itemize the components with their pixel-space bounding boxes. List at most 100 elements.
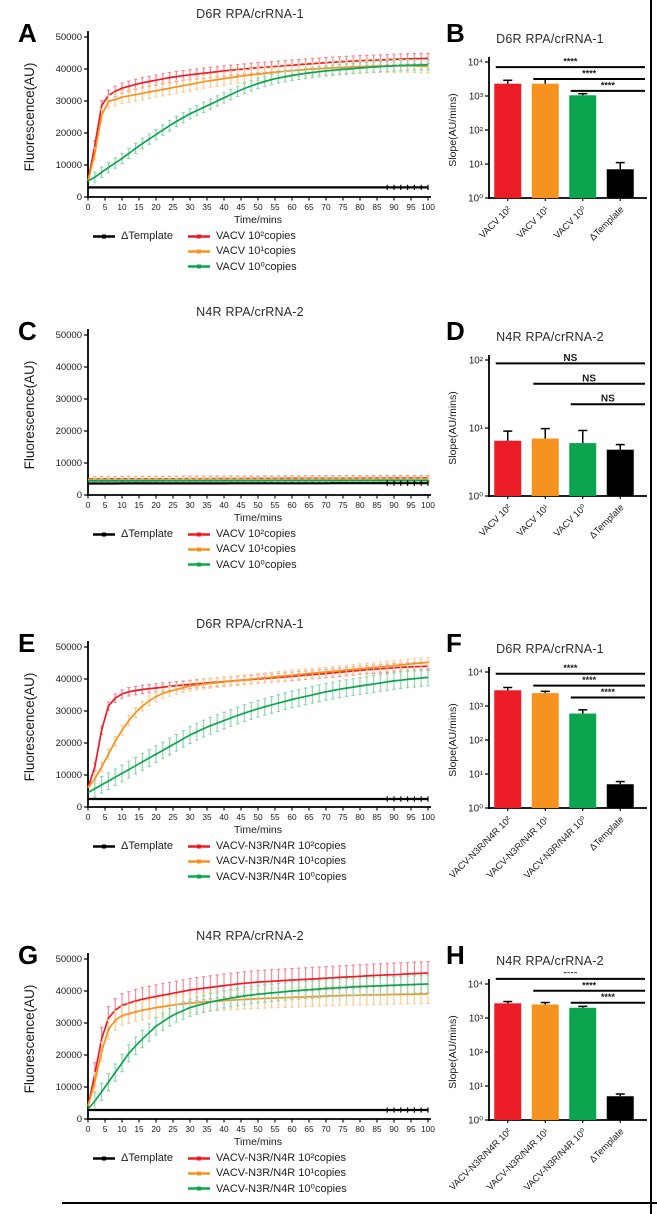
svg-text:20000: 20000	[56, 426, 82, 437]
svg-text:15: 15	[134, 500, 144, 510]
legend-column-1: ΔTemplate	[92, 230, 173, 273]
panel-letter-G: G	[18, 940, 39, 970]
legend-item: ΔTemplate	[92, 840, 173, 852]
svg-text:30000: 30000	[56, 706, 82, 717]
legend-item: VACV 10⁰copies	[187, 558, 297, 571]
svg-text:55: 55	[270, 812, 280, 822]
category-label: ΔTemplate	[588, 814, 626, 852]
svg-text:45: 45	[236, 1124, 246, 1134]
bar-chart-svg: 10⁰ 10¹ 10² Slope(AU/mins) VACV 10² VACV 10¹ V…	[447, 353, 647, 540]
legend-item: VACV-N3R/N4R 10⁰copies	[187, 870, 347, 883]
legend-item: VACV-N3R/N4R 10¹copies	[187, 1167, 347, 1179]
error-bars	[93, 960, 430, 1087]
legend-item: VACV 10⁰copies	[187, 260, 297, 273]
svg-text:45: 45	[236, 202, 246, 212]
chart-title-D: N4R RPA/crRNA-2	[496, 330, 604, 344]
bar	[606, 449, 634, 496]
legend-label: VACV-N3R/N4R 10²copies	[215, 1152, 346, 1164]
legend-swatch-orange	[187, 249, 210, 253]
svg-text:0: 0	[77, 1114, 82, 1125]
svg-text:85: 85	[372, 202, 382, 212]
legend-swatch-green	[187, 264, 210, 269]
svg-text:90: 90	[389, 1124, 399, 1134]
bar	[569, 443, 597, 496]
legend-swatch-black	[93, 532, 115, 536]
legend-column-2: VACV-N3R/N4R 10²copies VACV-N3R/N4R 10¹co…	[187, 1152, 347, 1195]
line-chart-svg: 0 10000 20000 30000 40000 50000 0 5 10 15 20 25 30 35…	[22, 953, 435, 1148]
bar	[606, 1096, 634, 1120]
category-label: VACV-N3R/N4R 10⁰	[522, 814, 588, 880]
legend-column-1: ΔTemplate	[92, 528, 173, 571]
svg-text:0: 0	[86, 1124, 91, 1134]
svg-text:50: 50	[253, 1124, 263, 1134]
svg-text:10³: 10³	[469, 1013, 484, 1024]
legend-item: ΔTemplate	[92, 230, 173, 242]
bar	[569, 1007, 597, 1120]
svg-text:80: 80	[355, 1124, 365, 1134]
panel-E: E D6R RPA/crRNA-1 0 10000 20000 30000 40000 5…	[0, 614, 440, 910]
legend-label: VACV 10⁰copies	[215, 261, 297, 273]
svg-text:0: 0	[86, 500, 91, 510]
legend-swatch-red	[187, 234, 210, 238]
legend-swatch-orange	[187, 547, 210, 551]
series-line	[87, 993, 429, 1107]
panel-letter-E: E	[18, 628, 36, 658]
svg-text:20: 20	[151, 202, 161, 212]
category-label: ΔTemplate	[588, 1126, 626, 1164]
svg-text:95: 95	[406, 812, 416, 822]
svg-text:0: 0	[77, 802, 82, 813]
series-line	[87, 676, 429, 794]
legend-item: VACV-N3R/N4R 10¹copies	[187, 855, 347, 867]
y-axis-label: Fluorescence(AU)	[22, 63, 37, 172]
svg-text:65: 65	[304, 1124, 314, 1134]
significance-label: ****	[582, 69, 597, 79]
svg-text:30000: 30000	[56, 394, 82, 405]
bar	[569, 713, 597, 808]
legend-label: VACV 10⁰copies	[215, 559, 297, 571]
svg-text:65: 65	[304, 812, 314, 822]
svg-text:35: 35	[202, 1124, 212, 1134]
end-marks	[386, 1107, 429, 1113]
category-label: VACV 10²	[477, 502, 513, 538]
panel-letter-F: F	[446, 628, 462, 658]
svg-text:75: 75	[338, 812, 348, 822]
svg-text:40: 40	[219, 1124, 229, 1134]
svg-text:100: 100	[421, 1124, 435, 1134]
bar	[494, 690, 522, 808]
svg-text:20: 20	[151, 1124, 161, 1134]
svg-text:25: 25	[168, 500, 178, 510]
end-marks	[386, 796, 429, 802]
svg-text:10: 10	[117, 1124, 127, 1134]
svg-text:35: 35	[202, 500, 212, 510]
legend-item: VACV-N3R/N4R 10²copies	[187, 1152, 347, 1164]
bar	[531, 693, 559, 808]
bar-chart-H: 10⁰ 10¹ 10² 10³ 10⁴ Slope(AU/mins) VACV-N3R/N4…	[443, 968, 657, 1214]
svg-text:85: 85	[372, 500, 382, 510]
y-axis-label: Fluorescence(AU)	[22, 985, 37, 1094]
svg-text:30: 30	[185, 202, 195, 212]
svg-text:90: 90	[389, 812, 399, 822]
legend-label: VACV-N3R/N4R 10¹copies	[215, 855, 346, 867]
significance-label: ****	[601, 687, 616, 697]
bar	[531, 438, 559, 496]
chart-title-G: N4R RPA/crRNA-2	[196, 929, 304, 943]
chart-title-H: N4R RPA/crRNA-2	[496, 954, 604, 968]
svg-text:80: 80	[355, 500, 365, 510]
category-label: ΔTemplate	[588, 204, 626, 242]
svg-text:20: 20	[151, 500, 161, 510]
bar-chart-F: 10⁰ 10¹ 10² 10³ 10⁴ Slope(AU/mins) VACV-N3R/N4…	[443, 660, 657, 904]
svg-text:20000: 20000	[56, 738, 82, 749]
significance-label: ****	[563, 972, 578, 978]
legend-label: VACV-N3R/N4R 10²copies	[215, 840, 346, 852]
category-label: VACV 10⁰	[552, 502, 588, 538]
line-chart-svg: 0 10000 20000 30000 40000 50000 0 5 10 15 20 25 30 35…	[22, 641, 435, 836]
legend-item: ΔTemplate	[92, 1152, 173, 1164]
svg-text:100: 100	[421, 500, 435, 510]
error-bars	[93, 656, 430, 785]
svg-text:50: 50	[253, 812, 263, 822]
svg-text:75: 75	[338, 1124, 348, 1134]
svg-text:85: 85	[372, 812, 382, 822]
svg-text:25: 25	[168, 812, 178, 822]
